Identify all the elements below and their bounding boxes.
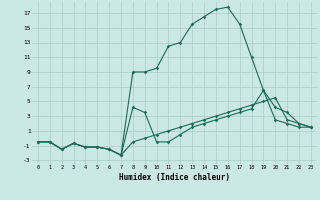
X-axis label: Humidex (Indice chaleur): Humidex (Indice chaleur) — [119, 173, 230, 182]
